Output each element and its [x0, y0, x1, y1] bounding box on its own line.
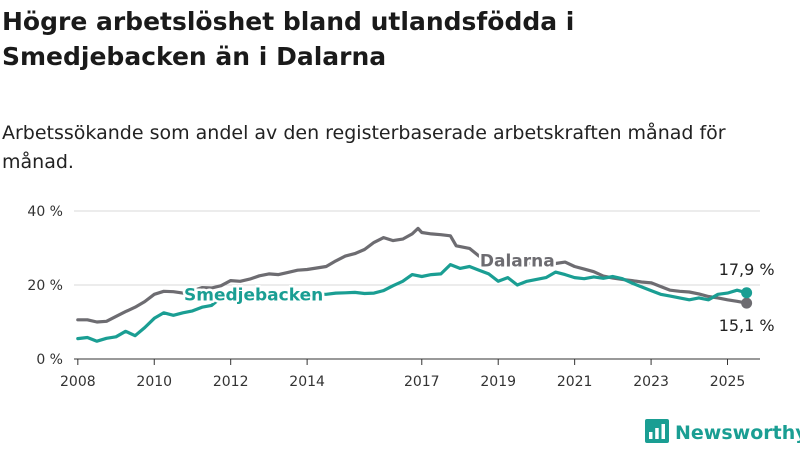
series-line-dalarna — [76, 226, 749, 324]
x-tick-label: 2025 — [710, 374, 746, 390]
x-tick-label: 2010 — [136, 374, 172, 390]
end-label-smedjebacken: 17,9 % — [719, 260, 775, 279]
grid-lines: 0 % 20 % 40 % — [27, 204, 760, 368]
end-point-dalarna — [741, 297, 753, 309]
series-line-smedjebacken — [76, 263, 749, 343]
x-tick-label: 2012 — [213, 374, 249, 390]
y-tick-label: 20 % — [27, 278, 63, 294]
series-label-dalarna: Dalarna — [480, 252, 555, 272]
x-tick-label: 2019 — [480, 374, 516, 390]
y-tick-label: 0 % — [36, 352, 63, 368]
x-tick-label: 2014 — [289, 374, 325, 390]
end-point-smedjebacken — [741, 287, 753, 299]
x-tick-label: 2008 — [60, 374, 96, 390]
newsworthy-brand[interactable]: Newsworthy — [645, 419, 800, 447]
x-tick-label: 2023 — [633, 374, 669, 390]
x-tick-label: 2021 — [557, 374, 593, 390]
brand-name: Newsworthy — [675, 422, 800, 444]
end-label-dalarna: 15,1 % — [719, 316, 775, 335]
chart-labels: 17,9 % 15,1 % Smedjebacken Dalarna — [182, 249, 775, 335]
series-label-smedjebacken: Smedjebacken — [184, 285, 323, 305]
x-tick-label: 2017 — [404, 374, 440, 390]
x-axis: 2008 2010 2012 2014 2017 2019 2021 2023 2025 — [60, 359, 745, 390]
y-tick-label: 40 % — [27, 204, 63, 220]
bar-chart-logo-icon — [645, 419, 669, 447]
chart-subtitle: Arbetssökande som andel av den registerb… — [2, 122, 726, 173]
series-lines — [76, 226, 753, 343]
chart-title: Högre arbetslöshet bland utlandsfödda i … — [2, 7, 575, 71]
